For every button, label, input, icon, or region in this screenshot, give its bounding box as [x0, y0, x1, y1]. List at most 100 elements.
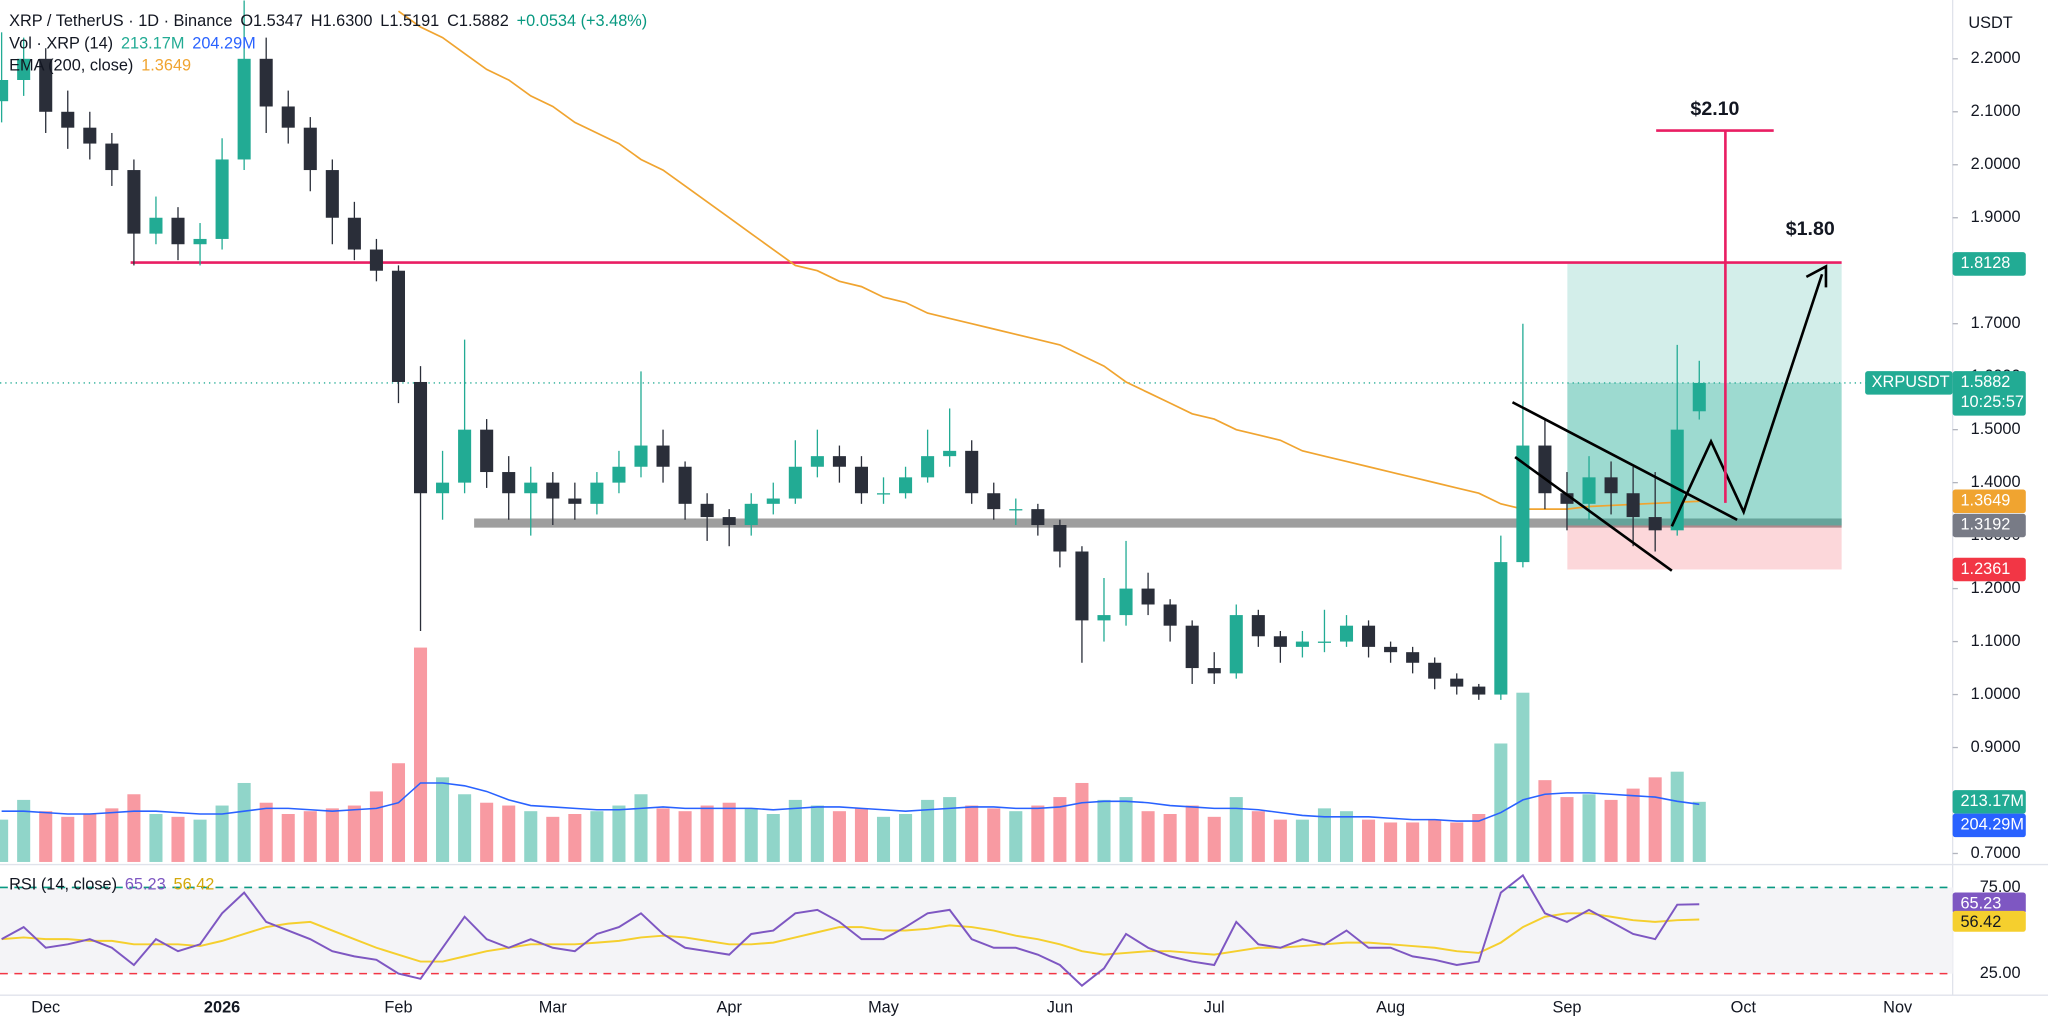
- candle-body: [568, 498, 582, 504]
- volume-bar: [61, 816, 75, 862]
- symbol-box: [1865, 371, 1953, 395]
- y-tick-label: 0.9000: [1971, 738, 2021, 756]
- volume-bar: [17, 799, 31, 862]
- volume-bar: [612, 805, 626, 862]
- volume-bar: [1273, 819, 1287, 862]
- volume-label-box: [1952, 790, 2026, 814]
- volume-bar: [965, 805, 979, 862]
- volume-bar: [303, 811, 317, 862]
- candle-body: [149, 217, 163, 234]
- candle-body: [700, 503, 714, 518]
- rsi-tick-label: 25.00: [1980, 964, 2021, 982]
- candle-body: [303, 127, 317, 171]
- volume-bar: [458, 794, 472, 862]
- candle-body: [502, 472, 516, 494]
- candle-body: [590, 482, 604, 504]
- volume-bar: [1560, 797, 1574, 862]
- x-tick-label: Jun: [1047, 999, 1073, 1017]
- volume-bar: [149, 814, 163, 862]
- candle-body: [899, 477, 913, 494]
- header: XRP / TetherUS · 1D · Binance O1.5347 H1.6…: [9, 13, 647, 31]
- candle-body: [943, 450, 957, 457]
- y-tick-label: 1.2000: [1971, 579, 2021, 597]
- x-tick-label: Feb: [384, 999, 412, 1017]
- volume-bar: [832, 811, 846, 862]
- price-level-label-box: [1952, 252, 2026, 276]
- candle-body: [281, 106, 295, 128]
- volume-bar: [1626, 788, 1640, 862]
- volume-bar: [634, 794, 648, 862]
- rsi-ma-label: 56.42: [1960, 913, 2001, 931]
- y-tick-label: 1.1000: [1971, 632, 2021, 650]
- x-tick-label: 2026: [204, 999, 240, 1017]
- volume-bar: [987, 808, 1001, 862]
- candle-body: [1516, 445, 1530, 563]
- candle-body: [61, 111, 75, 128]
- candle-body: [1692, 382, 1706, 412]
- volume-bar: [1075, 782, 1089, 862]
- volume-bar: [876, 816, 891, 862]
- projection-arrow: [1670, 273, 1824, 527]
- x-tick-label: Apr: [716, 999, 742, 1017]
- ema-legend: EMA (200, close) 1.3649: [9, 57, 191, 75]
- volume-bar: [921, 799, 935, 862]
- ema-name: EMA (200, close): [9, 57, 133, 75]
- volume-bar: [744, 808, 758, 862]
- candle-body: [656, 445, 670, 467]
- rsi-tick-label: 75.00: [1980, 878, 2021, 896]
- candle-body: [1384, 646, 1398, 653]
- candle-body: [612, 466, 626, 483]
- volume-bar: [1141, 811, 1155, 862]
- volume-bar: [171, 816, 185, 862]
- volume-bar: [215, 805, 229, 862]
- volume-bar: [436, 777, 450, 862]
- candle-body: [524, 482, 538, 494]
- candle-body: [1406, 652, 1420, 663]
- volume-bar: [1317, 808, 1331, 862]
- volume-bar: [722, 802, 736, 862]
- candle-body: [1648, 517, 1662, 531]
- y-tick-label: 1.4000: [1971, 473, 2021, 491]
- candle-body: [1097, 615, 1111, 621]
- y-tick-label: 0.7000: [1971, 844, 2021, 862]
- x-tick-label: Oct: [1731, 999, 1757, 1017]
- drawings: $2.10 $1.80: [1511, 98, 1835, 572]
- volume-bar: [590, 811, 604, 862]
- candle-body: [1339, 625, 1354, 642]
- volume-bar: [1692, 801, 1706, 862]
- volume-bar: [1163, 814, 1177, 862]
- candle-body: [810, 456, 824, 467]
- volume-bar: [369, 791, 383, 862]
- volume-bar: [1185, 805, 1199, 862]
- y-tick-label: 1.0000: [1971, 685, 2021, 703]
- volume-bar: [810, 805, 824, 862]
- volume-bar: [1053, 797, 1067, 862]
- volume-bar: [1516, 692, 1530, 862]
- ema-label-box: [1952, 489, 2026, 513]
- volume-bar: [391, 763, 406, 862]
- candle-body: [0, 79, 9, 102]
- candle-body: [1273, 636, 1287, 647]
- volume-bar: [1009, 811, 1023, 862]
- candle-body: [921, 456, 935, 478]
- candle-body: [678, 466, 692, 504]
- candle-body: [458, 429, 472, 483]
- symbol-label: XRPUSDT: [1872, 373, 1950, 391]
- candle-body: [237, 58, 251, 160]
- volume-bar: [700, 805, 714, 862]
- rsi-line: [1, 873, 1700, 987]
- volume-bar: [1582, 794, 1596, 862]
- arrow-head: [1805, 264, 1828, 288]
- volume-bar: [83, 814, 97, 862]
- candle-body: [722, 517, 736, 526]
- x-tick-label: Sep: [1552, 999, 1581, 1017]
- candle-body: [1009, 509, 1023, 511]
- candle-body: [1494, 562, 1508, 695]
- volume-name: Vol · XRP (14): [9, 35, 113, 53]
- ohlc: L1.5191: [380, 13, 439, 31]
- last-price-label-box: [1952, 371, 2026, 416]
- volume-bar: [259, 802, 273, 862]
- volume-bar: [1295, 819, 1309, 862]
- volume-bar: [413, 647, 428, 862]
